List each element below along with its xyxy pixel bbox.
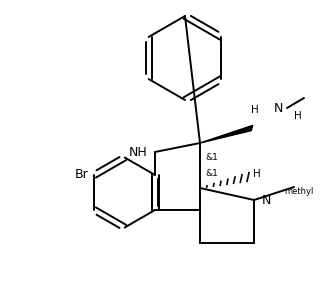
Text: N: N	[274, 102, 284, 114]
Text: N: N	[262, 193, 271, 207]
Text: &1: &1	[205, 169, 218, 177]
Text: H: H	[294, 111, 302, 121]
Text: H: H	[251, 105, 259, 115]
Text: NH: NH	[128, 145, 147, 159]
Text: H: H	[253, 169, 261, 179]
Text: Br: Br	[75, 169, 88, 181]
Polygon shape	[200, 125, 253, 143]
Text: methyl: methyl	[284, 186, 314, 196]
Text: &1: &1	[205, 152, 218, 162]
